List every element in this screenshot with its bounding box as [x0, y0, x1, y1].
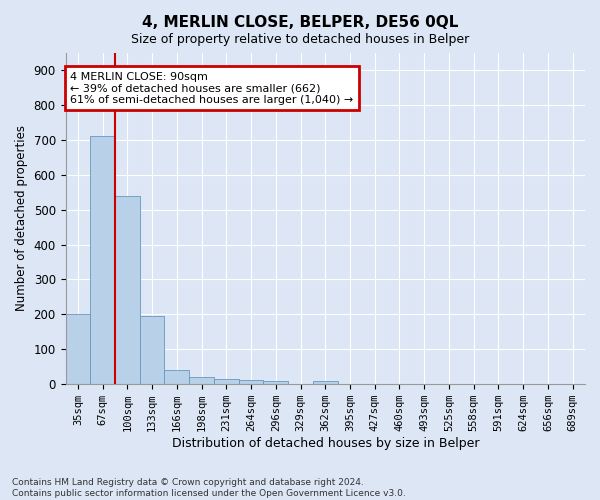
X-axis label: Distribution of detached houses by size in Belper: Distribution of detached houses by size … — [172, 437, 479, 450]
Bar — [214, 380, 239, 384]
Bar — [263, 380, 288, 384]
Text: Size of property relative to detached houses in Belper: Size of property relative to detached ho… — [131, 32, 469, 46]
Y-axis label: Number of detached properties: Number of detached properties — [15, 126, 28, 312]
Bar — [140, 316, 164, 384]
Text: 4 MERLIN CLOSE: 90sqm
← 39% of detached houses are smaller (662)
61% of semi-det: 4 MERLIN CLOSE: 90sqm ← 39% of detached … — [70, 72, 354, 105]
Bar — [313, 381, 338, 384]
Bar — [90, 136, 115, 384]
Text: Contains HM Land Registry data © Crown copyright and database right 2024.
Contai: Contains HM Land Registry data © Crown c… — [12, 478, 406, 498]
Bar — [164, 370, 189, 384]
Bar — [115, 196, 140, 384]
Bar — [239, 380, 263, 384]
Bar — [65, 314, 90, 384]
Bar — [189, 377, 214, 384]
Text: 4, MERLIN CLOSE, BELPER, DE56 0QL: 4, MERLIN CLOSE, BELPER, DE56 0QL — [142, 15, 458, 30]
